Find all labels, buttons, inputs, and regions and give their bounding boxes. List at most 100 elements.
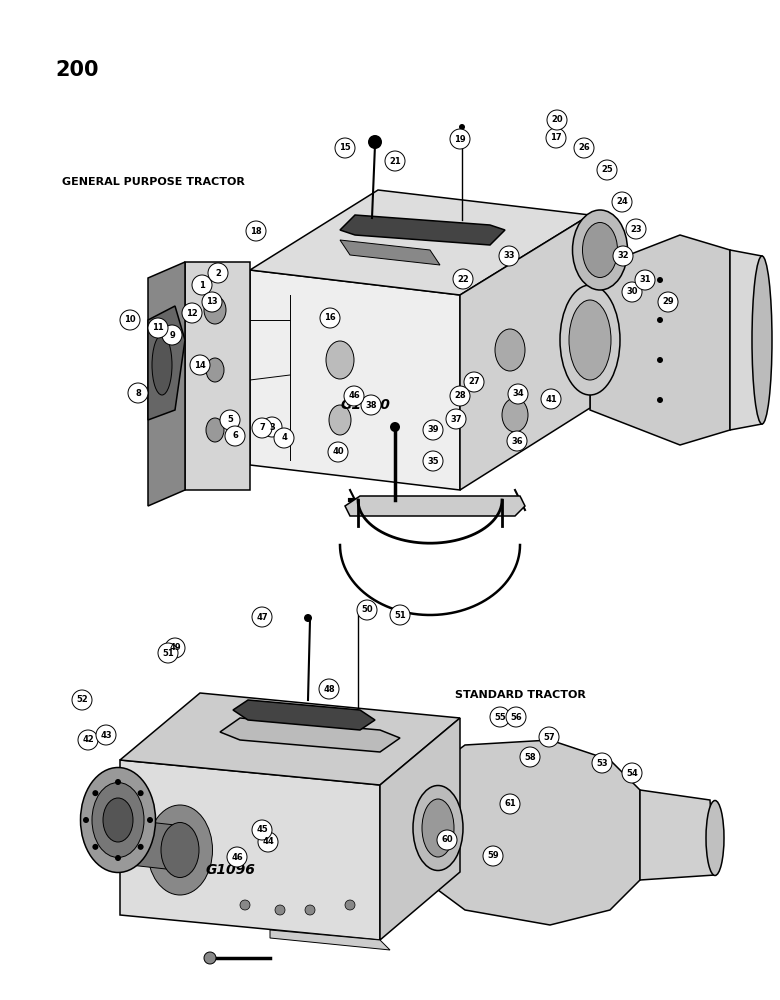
Text: 47: 47 [256, 612, 268, 621]
Text: 25: 25 [601, 165, 613, 174]
Circle shape [162, 325, 182, 345]
Text: 50: 50 [361, 605, 373, 614]
Text: 3: 3 [269, 422, 275, 432]
Text: 12: 12 [186, 308, 198, 318]
Polygon shape [220, 718, 400, 752]
Polygon shape [340, 215, 505, 245]
Ellipse shape [80, 768, 155, 872]
Polygon shape [380, 718, 460, 940]
Ellipse shape [326, 341, 354, 379]
Circle shape [225, 426, 245, 446]
Ellipse shape [413, 786, 463, 870]
Circle shape [344, 386, 364, 406]
Circle shape [120, 310, 140, 330]
Text: G1030: G1030 [340, 398, 390, 412]
Text: 17: 17 [550, 133, 562, 142]
Text: 7: 7 [259, 424, 265, 432]
Circle shape [128, 383, 148, 403]
Polygon shape [130, 820, 175, 870]
Circle shape [258, 832, 278, 852]
Circle shape [137, 844, 144, 850]
Ellipse shape [573, 210, 627, 290]
Circle shape [574, 138, 594, 158]
Circle shape [78, 730, 98, 750]
Ellipse shape [204, 296, 226, 324]
Circle shape [657, 357, 663, 363]
Polygon shape [640, 790, 715, 880]
Text: 2: 2 [215, 268, 221, 277]
Text: 200: 200 [55, 60, 98, 80]
Text: 37: 37 [450, 414, 462, 424]
Text: 23: 23 [630, 225, 642, 233]
Ellipse shape [206, 418, 224, 442]
Circle shape [423, 451, 443, 471]
Circle shape [83, 817, 89, 823]
Text: 57: 57 [543, 732, 555, 742]
Ellipse shape [495, 329, 525, 371]
Text: 4: 4 [281, 434, 287, 442]
Polygon shape [590, 235, 730, 445]
Circle shape [500, 794, 520, 814]
Text: 54: 54 [626, 768, 638, 778]
Circle shape [246, 221, 266, 241]
Polygon shape [345, 496, 525, 516]
Text: 46: 46 [348, 391, 360, 400]
Text: 43: 43 [100, 730, 112, 740]
Text: 27: 27 [468, 377, 480, 386]
Text: 45: 45 [256, 826, 268, 834]
Circle shape [304, 614, 312, 622]
Circle shape [539, 727, 559, 747]
Text: 40: 40 [332, 448, 344, 456]
Circle shape [635, 270, 655, 290]
Ellipse shape [329, 405, 351, 435]
Text: 52: 52 [76, 696, 88, 704]
Circle shape [423, 420, 443, 440]
Text: 31: 31 [639, 275, 651, 284]
Text: 60: 60 [441, 836, 453, 844]
Polygon shape [120, 760, 380, 940]
Text: 19: 19 [454, 134, 466, 143]
Circle shape [192, 275, 212, 295]
Ellipse shape [502, 398, 528, 432]
Polygon shape [460, 215, 590, 490]
Circle shape [137, 790, 144, 796]
Text: 32: 32 [617, 251, 629, 260]
Ellipse shape [206, 358, 224, 382]
Circle shape [147, 817, 153, 823]
Text: 13: 13 [206, 298, 218, 306]
Text: 51: 51 [394, 610, 406, 619]
Ellipse shape [422, 799, 454, 857]
Polygon shape [438, 740, 640, 925]
Circle shape [158, 643, 178, 663]
Text: 30: 30 [626, 288, 638, 296]
Text: 34: 34 [512, 389, 524, 398]
Circle shape [148, 318, 168, 338]
Text: 33: 33 [503, 251, 515, 260]
Polygon shape [340, 240, 440, 265]
Circle shape [459, 124, 465, 130]
Text: STANDARD TRACTOR: STANDARD TRACTOR [455, 690, 586, 700]
Circle shape [305, 905, 315, 915]
Polygon shape [148, 306, 185, 420]
Text: 38: 38 [365, 400, 377, 410]
Text: 9: 9 [169, 330, 175, 340]
Text: 10: 10 [124, 316, 136, 324]
Ellipse shape [583, 223, 618, 277]
Circle shape [390, 422, 400, 432]
Text: 55: 55 [494, 712, 506, 722]
Circle shape [490, 707, 510, 727]
Circle shape [437, 830, 457, 850]
Text: 21: 21 [389, 156, 401, 165]
Text: 56: 56 [510, 712, 522, 722]
Ellipse shape [560, 285, 620, 395]
Polygon shape [233, 700, 375, 730]
Circle shape [220, 410, 240, 430]
Text: 24: 24 [616, 198, 628, 207]
Text: 16: 16 [324, 314, 336, 322]
Ellipse shape [752, 256, 772, 424]
Circle shape [328, 442, 348, 462]
Circle shape [115, 779, 121, 785]
Circle shape [357, 600, 377, 620]
Ellipse shape [147, 805, 212, 895]
Circle shape [92, 790, 98, 796]
